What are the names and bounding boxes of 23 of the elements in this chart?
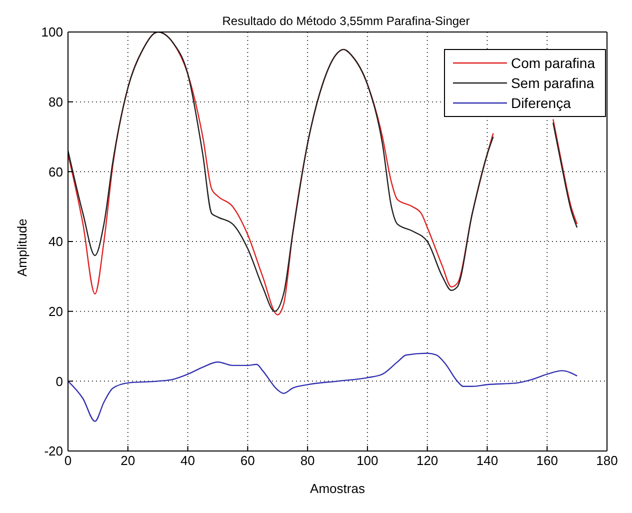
x-tick-label: 80 xyxy=(300,453,315,468)
y-tick-label: 0 xyxy=(56,374,63,389)
line-series xyxy=(68,352,578,422)
y-tick-label: 20 xyxy=(48,304,63,319)
y-tick-label: -20 xyxy=(44,444,63,459)
y-tick-label: 40 xyxy=(48,234,63,250)
y-tick-label: 60 xyxy=(48,164,63,180)
x-tick-label: 120 xyxy=(416,453,438,468)
x-tick-label: 140 xyxy=(476,453,498,468)
x-tick-label: 40 xyxy=(180,453,196,468)
y-axis-title: Amplitude xyxy=(14,218,30,276)
x-tick-label: 100 xyxy=(356,453,378,468)
x-axis-title: Amostras xyxy=(310,481,366,496)
x-tick-label: 20 xyxy=(120,453,136,468)
legend-label: Diferença xyxy=(510,94,571,113)
legend-label: Sem parafina xyxy=(510,74,594,93)
y-tick-label: 100 xyxy=(41,24,63,40)
chart-title: Resultado do Método 3,55mm Parafina-Singer xyxy=(221,14,471,28)
legend-label: Com parafina xyxy=(510,54,595,73)
y-tick-label: 80 xyxy=(48,94,63,110)
x-tick-label: 60 xyxy=(240,453,255,468)
x-tick-label: 160 xyxy=(536,453,558,468)
x-tick-label: 180 xyxy=(596,453,618,468)
